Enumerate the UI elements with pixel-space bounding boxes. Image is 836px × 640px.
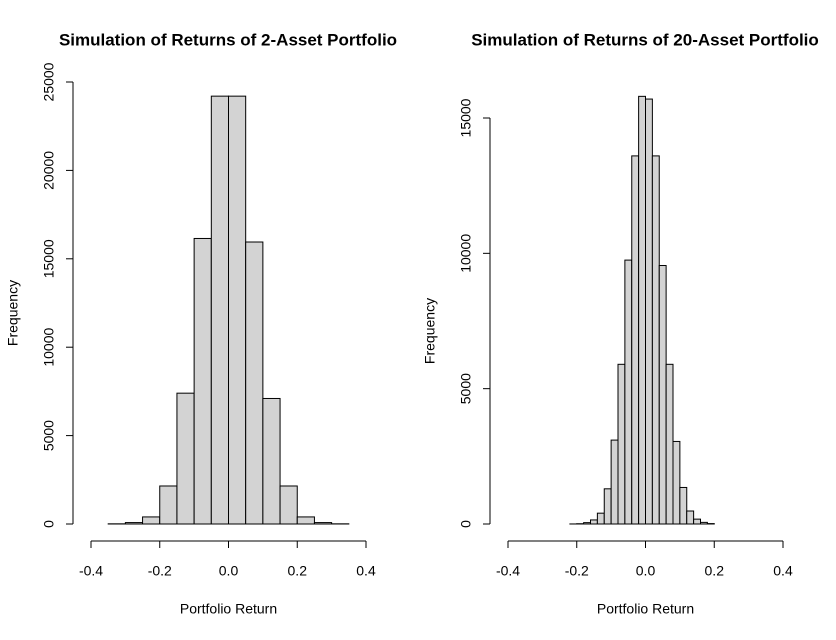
bar bbox=[590, 519, 598, 525]
y-tick-label: 0 bbox=[458, 520, 474, 528]
bar bbox=[686, 510, 695, 525]
bar bbox=[210, 95, 229, 525]
x-tick-label: 0.4 bbox=[773, 563, 793, 579]
bar bbox=[610, 439, 619, 525]
x-tick-label: 0.2 bbox=[288, 563, 308, 579]
y-tick-label: 15000 bbox=[458, 98, 474, 137]
x-tick-label: -0.4 bbox=[496, 563, 520, 579]
chart-title: Simulation of Returns of 2-Asset Portfol… bbox=[59, 30, 397, 49]
y-tick-label: 5000 bbox=[458, 373, 474, 404]
bar bbox=[624, 259, 633, 525]
bar bbox=[279, 485, 298, 525]
y-axis-label: Frequency bbox=[422, 298, 438, 364]
y-tick-label: 10000 bbox=[458, 234, 474, 273]
bar bbox=[228, 95, 247, 525]
y-tick-label: 20000 bbox=[41, 151, 57, 190]
bar bbox=[262, 397, 281, 525]
y-tick-label: 0 bbox=[41, 520, 57, 528]
bar bbox=[159, 485, 178, 525]
bar bbox=[679, 486, 688, 525]
bar bbox=[124, 522, 144, 525]
x-tick-label: -0.2 bbox=[565, 563, 589, 579]
y-tick-label: 15000 bbox=[41, 239, 57, 278]
bar bbox=[700, 521, 708, 525]
bar bbox=[313, 522, 333, 525]
bar bbox=[631, 155, 640, 525]
bar bbox=[193, 237, 212, 525]
bar bbox=[638, 95, 646, 525]
bar bbox=[617, 363, 626, 525]
y-axis-label: Frequency bbox=[5, 280, 21, 346]
bar bbox=[645, 98, 653, 525]
bar bbox=[583, 522, 591, 525]
bar bbox=[651, 155, 660, 525]
x-tick-label: -0.2 bbox=[148, 563, 172, 579]
x-tick-label: 0.0 bbox=[219, 563, 239, 579]
chart-title: Simulation of Returns of 20-Asset Portfo… bbox=[471, 30, 819, 49]
bar bbox=[693, 518, 701, 525]
x-axis-label: Portfolio Return bbox=[597, 601, 694, 617]
y-tick-label: 25000 bbox=[41, 62, 57, 101]
bar bbox=[596, 512, 605, 525]
x-tick-label: 0.4 bbox=[356, 563, 376, 579]
y-tick-label: 5000 bbox=[41, 420, 57, 451]
bar bbox=[142, 516, 161, 525]
bar bbox=[672, 440, 681, 525]
bar bbox=[296, 516, 315, 525]
bar bbox=[658, 265, 667, 525]
x-tick-label: -0.4 bbox=[79, 563, 103, 579]
bar bbox=[603, 488, 612, 525]
x-tick-label: 0.0 bbox=[636, 563, 656, 579]
x-axis-label: Portfolio Return bbox=[180, 601, 277, 617]
bar bbox=[245, 241, 264, 525]
bar bbox=[665, 363, 674, 525]
bar bbox=[176, 392, 195, 525]
x-tick-label: 0.2 bbox=[705, 563, 725, 579]
y-tick-label: 10000 bbox=[41, 328, 57, 367]
